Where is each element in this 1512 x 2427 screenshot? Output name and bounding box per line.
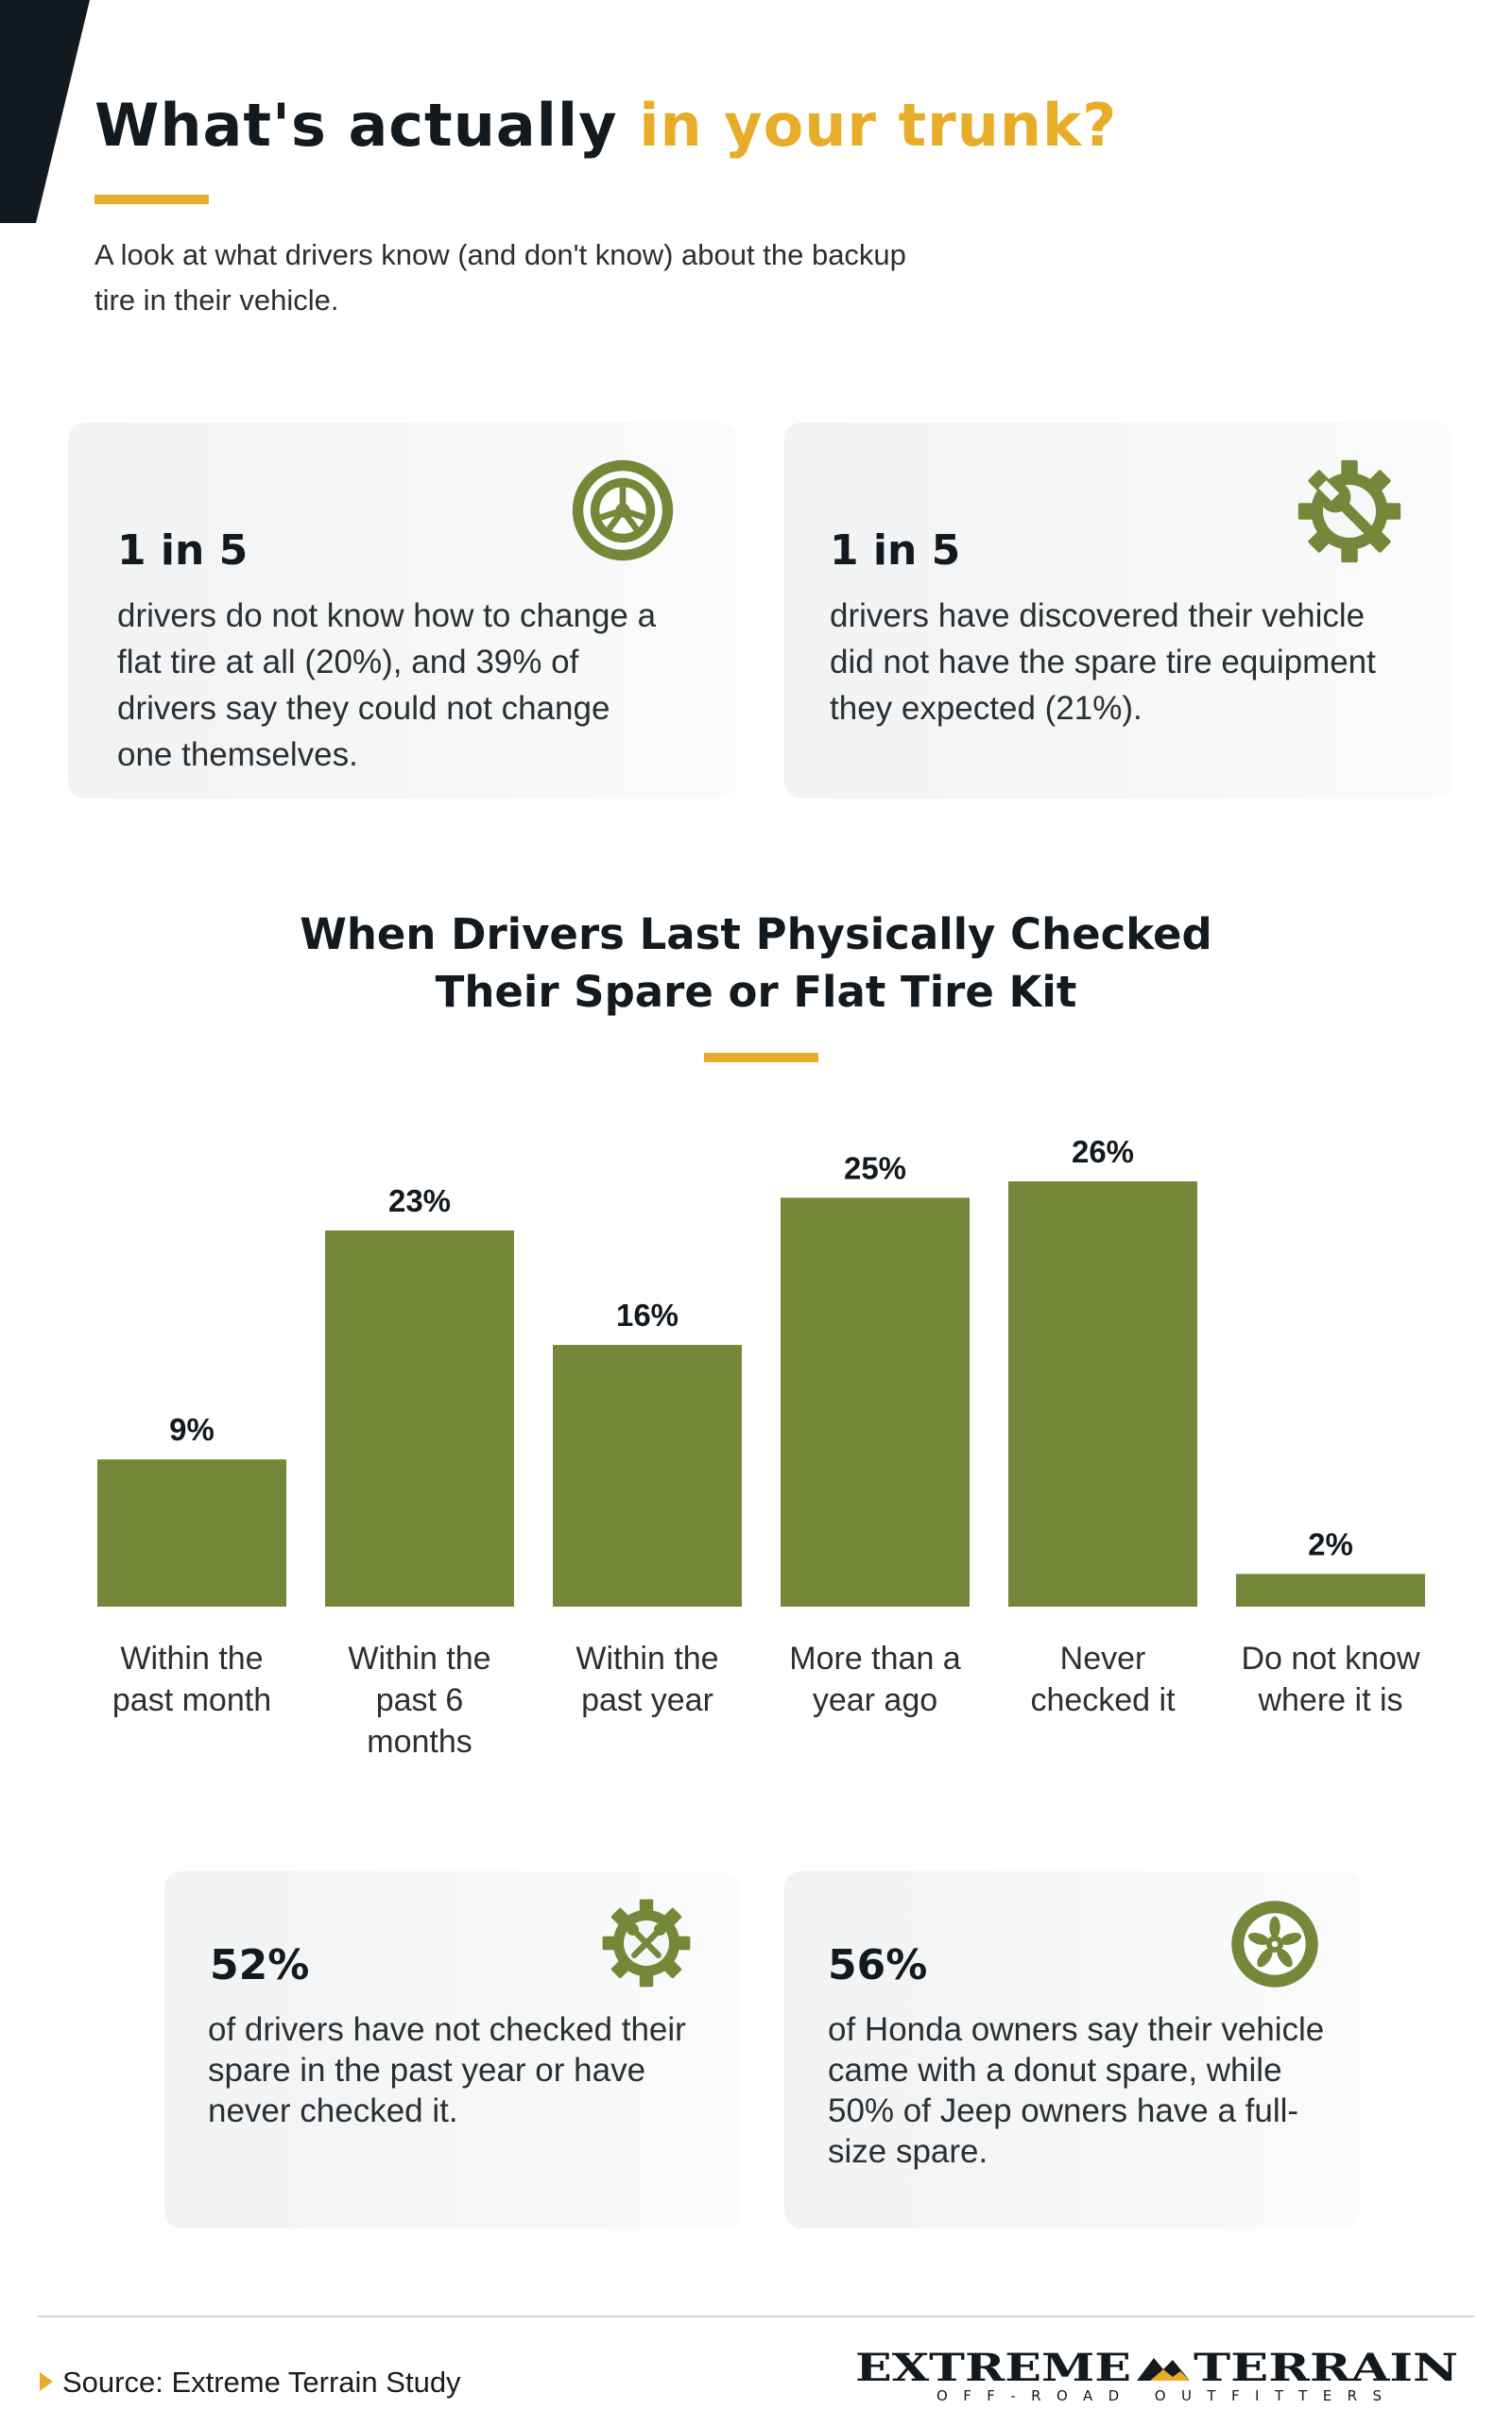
title-underline	[94, 195, 209, 204]
stat-description: of Honda owners say their vehicle came w…	[828, 2011, 1325, 2170]
tire-icon	[572, 459, 674, 561]
logo-word-2: TERRAIN	[1194, 2347, 1458, 2390]
stat-value: 1 in 5	[830, 526, 961, 575]
stat-card-spare-equipment: 1 in 5 drivers have discovered their veh…	[784, 422, 1453, 799]
data-label-5: 2%	[1308, 1526, 1353, 1561]
data-label-0: 9%	[169, 1412, 215, 1447]
chart-title-line-1: When Drivers Last Physically Checked	[300, 909, 1212, 959]
bar-5	[1236, 1574, 1425, 1607]
bar-4	[1008, 1181, 1197, 1607]
stat-description: drivers do not know how to change a flat…	[117, 597, 657, 773]
bar-2	[553, 1345, 742, 1607]
data-label-3: 25%	[844, 1150, 906, 1185]
stat-value: 1 in 5	[117, 526, 249, 575]
category-label-3: More than a year ago	[789, 1641, 961, 1718]
chart-title-line-2: Their Spare or Flat Tire Kit	[435, 967, 1077, 1017]
chart-title: When Drivers Last Physically Checked The…	[0, 905, 1512, 1021]
stat-card-flat-tire: 1 in 5 drivers do not know how to change…	[68, 422, 737, 799]
source-arrow-icon	[40, 2372, 53, 2391]
stat-value: 52%	[210, 1941, 310, 1989]
title-main: What's actually	[94, 91, 618, 160]
corner-decoration	[0, 0, 90, 223]
source-text: Source: Extreme Terrain Study	[62, 2366, 461, 2399]
footer-divider	[38, 2315, 1474, 2317]
wheel-icon	[1231, 1901, 1318, 1988]
logo-word-1: EXTREME	[855, 2347, 1131, 2390]
chart-title-underline	[704, 1053, 818, 1062]
data-label-2: 16%	[616, 1298, 679, 1333]
page-title: What's actually in your trunk?	[94, 91, 1117, 160]
stat-description: of drivers have not checked their spare …	[208, 2011, 686, 2129]
stat-value: 56%	[828, 1941, 928, 1989]
data-label-1: 23%	[388, 1183, 451, 1218]
category-label-4: Never checked it	[1030, 1641, 1176, 1718]
category-label-0: Within the past month	[112, 1641, 271, 1718]
bar-3	[781, 1197, 970, 1607]
category-label-5: Do not know where it is	[1242, 1641, 1420, 1718]
title-accent: in your trunk?	[639, 91, 1118, 160]
gear-tools-icon	[602, 1899, 691, 1988]
stat-card-not-checked: 52% of drivers have not checked their sp…	[164, 1871, 741, 2229]
data-label-4: 26%	[1072, 1134, 1134, 1169]
bar-1	[325, 1230, 514, 1607]
gear-wrench-icon	[1297, 459, 1401, 563]
intro-text: A look at what drivers know (and don't k…	[94, 238, 906, 317]
bar-0	[97, 1459, 286, 1607]
stat-card-donut-spare: 56% of Honda owners say their vehicle ca…	[784, 1871, 1361, 2229]
extreme-terrain-logo: EXTREME TERRAIN OFF-ROAD OUTFITTERS	[855, 2347, 1458, 2403]
bar-chart: 9% Within the past month 23% Within the past …	[97, 1134, 1425, 1760]
category-label-2: Within the past year	[576, 1641, 718, 1718]
stat-description: drivers have discovered their vehicle di…	[830, 597, 1376, 727]
category-label-1: Within the past 6 months	[348, 1641, 490, 1760]
